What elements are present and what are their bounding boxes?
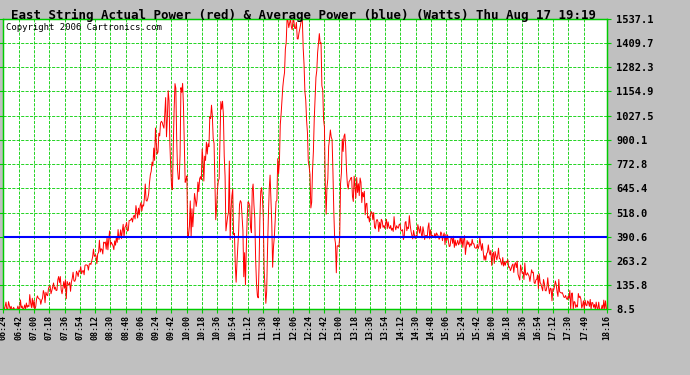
Text: Copyright 2006 Cartronics.com: Copyright 2006 Cartronics.com (6, 23, 161, 32)
Text: East String Actual Power (red) & Average Power (blue) (Watts) Thu Aug 17 19:19: East String Actual Power (red) & Average… (11, 9, 596, 22)
